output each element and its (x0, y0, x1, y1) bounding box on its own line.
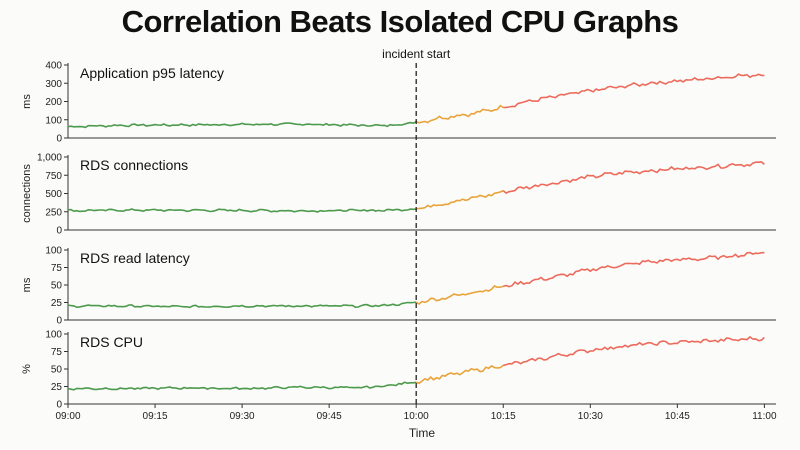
x-tick-label: 09:15 (143, 411, 168, 422)
x-tick-label: 09:00 (55, 411, 80, 422)
panel-3-y-tick-label: 25 (51, 298, 63, 309)
panel-3-series-baseline (67, 301, 417, 309)
panel-4-y-tick-label: 75 (51, 347, 63, 358)
panel-3-y-tick-label: 100 (45, 246, 62, 257)
panel-2-y-tick-label: 1,000 (37, 153, 62, 164)
panel-3-y-tick-label: 50 (51, 281, 63, 292)
x-tick-label: 11:00 (752, 411, 777, 422)
panel-1-y-tick-label: 200 (45, 97, 62, 108)
panel-1-y-label: ms (21, 94, 33, 109)
panel-2-y-label: connections (21, 164, 33, 223)
panel-4-y-tick-label: 100 (45, 330, 62, 341)
incident-marker-label: incident start (382, 47, 451, 61)
panel-1-series-baseline (67, 120, 417, 129)
x-tick-label: 10:15 (491, 411, 516, 422)
panel-2-title: RDS connections (80, 157, 188, 173)
x-axis-label: Time (409, 426, 436, 440)
panel-1-y-tick-label: 0 (56, 134, 62, 145)
chart-title: Correlation Beats Isolated CPU Graphs (121, 4, 679, 39)
x-tick-label: 09:30 (230, 411, 255, 422)
panel-4-title: RDS CPU (80, 334, 143, 350)
panel-3-y-label: ms (21, 277, 33, 292)
panel-1-y-tick-label: 100 (45, 115, 62, 126)
panel-3-title: RDS read latency (80, 250, 190, 266)
panel-1-title: Application p95 latency (80, 65, 224, 81)
panel-4-y-tick-label: 0 (56, 400, 62, 411)
panel-2-y-tick-label: 250 (45, 207, 62, 218)
panel-3-series-ramp (415, 285, 504, 305)
panel-3-y-tick-label: 0 (56, 316, 62, 327)
panel-1-series-incident (503, 73, 765, 109)
x-tick-label: 10:30 (578, 411, 603, 422)
panel-4-series-incident (503, 335, 765, 367)
panel-3-series-incident (502, 251, 765, 288)
panel-2-series-ramp (416, 189, 504, 210)
panel-3-y-tick-label: 75 (51, 263, 63, 274)
panel-4-series-baseline (67, 381, 417, 391)
x-tick-label: 10:45 (665, 411, 690, 422)
x-tick-label: 09:45 (317, 411, 342, 422)
panel-2-y-tick-label: 750 (45, 171, 62, 182)
panel-2-y-tick-label: 0 (56, 226, 62, 237)
panel-1-y-tick-label: 300 (45, 79, 62, 90)
panel-1-series-ramp (415, 104, 504, 124)
panel-4-y-tick-label: 25 (51, 382, 63, 393)
panel-4-y-label: % (21, 364, 33, 374)
panel-2-series-baseline (67, 208, 417, 213)
panel-1-y-tick-label: 400 (45, 61, 62, 72)
x-tick-label: 10:00 (404, 411, 429, 422)
panel-2-y-tick-label: 500 (45, 189, 62, 200)
panel-4-y-tick-label: 50 (51, 365, 63, 376)
panel-2-series-incident (502, 161, 765, 195)
panel-4-series-ramp (415, 364, 504, 385)
